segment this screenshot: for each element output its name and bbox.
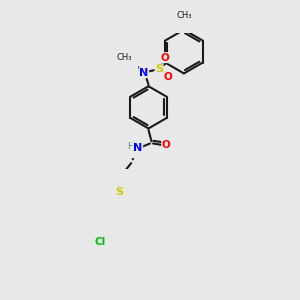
Text: O: O [162, 140, 170, 150]
Text: O: O [164, 72, 172, 82]
Text: H: H [128, 142, 134, 151]
Text: S: S [155, 64, 163, 74]
Text: CH₃: CH₃ [176, 11, 192, 20]
Text: S: S [115, 187, 123, 197]
Text: N: N [139, 68, 148, 78]
Text: CH₃: CH₃ [116, 53, 132, 62]
Text: Cl: Cl [95, 237, 106, 247]
Text: N: N [133, 143, 142, 153]
Text: O: O [161, 52, 170, 63]
